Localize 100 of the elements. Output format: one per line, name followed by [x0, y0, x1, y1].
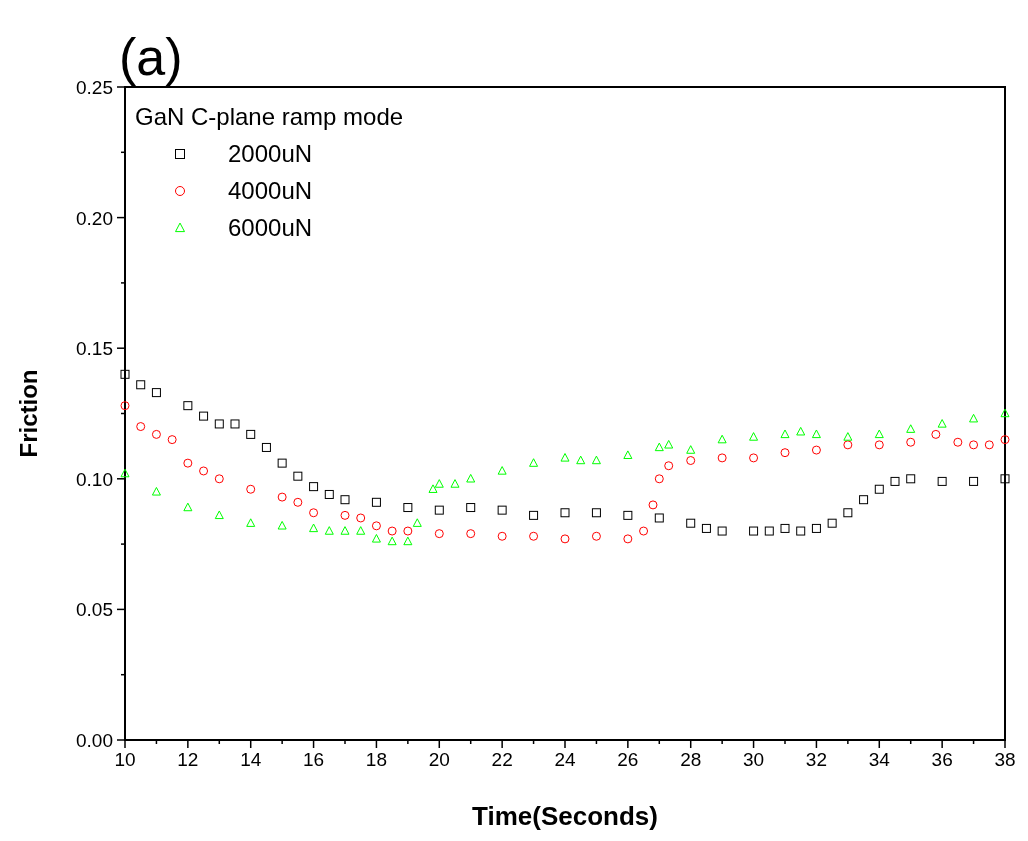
- point: [434, 505, 444, 515]
- point: [293, 497, 303, 507]
- point: [412, 518, 422, 527]
- point: [214, 510, 224, 520]
- point: [529, 531, 539, 541]
- point: [324, 489, 334, 499]
- point: [591, 508, 601, 518]
- point: [183, 401, 193, 411]
- point: [309, 523, 319, 533]
- point: [906, 474, 916, 484]
- point: [246, 518, 256, 527]
- x-tick-label: 28: [680, 749, 702, 770]
- point: [371, 521, 381, 531]
- point: [576, 455, 586, 465]
- point: [136, 422, 146, 432]
- x-tick-label: 20: [428, 749, 450, 770]
- point: [340, 510, 350, 520]
- point: [136, 380, 146, 390]
- point: [686, 445, 696, 454]
- point: [796, 426, 806, 436]
- legend-title: GaN C-plane ramp mode: [135, 103, 404, 130]
- point: [497, 505, 507, 515]
- point: [120, 401, 130, 411]
- point: [466, 503, 476, 513]
- x-tick-label: 16: [303, 749, 325, 770]
- point: [591, 455, 601, 465]
- point: [340, 495, 350, 505]
- point: [1000, 474, 1010, 484]
- point: [623, 534, 633, 544]
- x-tick-label: 14: [240, 749, 262, 770]
- point: [246, 484, 256, 494]
- point: [199, 411, 209, 421]
- point: [969, 476, 979, 486]
- point: [560, 534, 570, 544]
- point: [246, 429, 256, 439]
- point: [356, 513, 366, 523]
- point: [686, 518, 696, 528]
- point: [717, 453, 727, 463]
- point: [151, 486, 161, 496]
- point: [780, 429, 790, 439]
- point: [309, 482, 319, 492]
- point: [151, 429, 161, 439]
- point: [591, 531, 601, 541]
- x-tick-label: 10: [114, 749, 136, 770]
- point: [931, 429, 941, 439]
- point: [466, 529, 476, 539]
- point: [890, 476, 900, 486]
- point: [874, 484, 884, 494]
- point: [277, 520, 287, 530]
- point: [906, 437, 916, 447]
- point: [811, 445, 821, 455]
- point: [371, 533, 381, 543]
- legend-label: 6000uN: [228, 214, 313, 241]
- x-tick-label: 22: [491, 749, 513, 770]
- y-tick-label: 0.05: [76, 599, 113, 621]
- y-axis-title: Friction: [15, 369, 42, 458]
- y-tick-label: 0.25: [76, 77, 113, 98]
- point: [199, 466, 209, 476]
- point: [664, 439, 674, 449]
- point: [151, 388, 161, 398]
- x-axis-title: Time(Seconds): [472, 801, 658, 831]
- point: [183, 458, 193, 468]
- point: [874, 429, 884, 439]
- point: [293, 471, 303, 481]
- point: [811, 429, 821, 439]
- chart-title: (a): [119, 28, 183, 86]
- point: [969, 413, 979, 423]
- x-tick-label: 38: [994, 749, 1016, 770]
- x-tick-label: 32: [805, 749, 827, 770]
- point: [701, 523, 711, 533]
- point: [261, 442, 271, 452]
- point: [434, 479, 444, 488]
- point: [309, 508, 319, 518]
- point: [428, 484, 438, 493]
- legend-label: 2000uN: [228, 140, 313, 167]
- y-tick-label: 0.15: [76, 338, 113, 360]
- point: [356, 526, 366, 535]
- point: [623, 450, 633, 459]
- y-tick-label: 0.10: [76, 468, 113, 490]
- point: [324, 526, 334, 535]
- point: [497, 466, 507, 475]
- point: [780, 523, 790, 533]
- y-tick-label: 0.20: [76, 207, 113, 229]
- point: [874, 440, 884, 450]
- point: [497, 531, 507, 541]
- point: [277, 492, 287, 502]
- x-tick-label: 26: [617, 749, 639, 770]
- point: [843, 440, 853, 450]
- point: [796, 526, 806, 536]
- point: [827, 518, 837, 528]
- point: [466, 473, 476, 483]
- point: [749, 453, 759, 463]
- point: [859, 495, 869, 505]
- x-tick-label: 34: [868, 749, 891, 770]
- point: [371, 497, 381, 507]
- point: [953, 437, 963, 447]
- point: [623, 510, 633, 520]
- point: [387, 526, 397, 536]
- point: [403, 503, 413, 513]
- point: [120, 369, 130, 379]
